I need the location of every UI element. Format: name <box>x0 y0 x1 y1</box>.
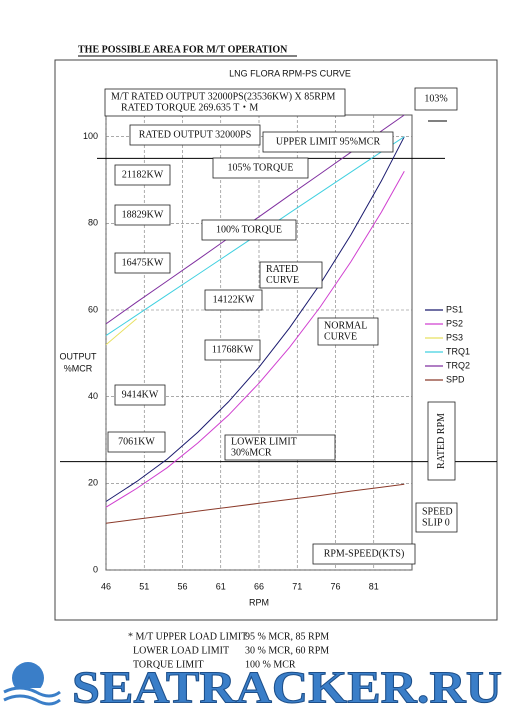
note-label: * M/T UPPER LOAD LIMIT <box>128 631 247 642</box>
annotation-box <box>114 384 166 406</box>
annotation-text: SLIP 0 <box>422 517 450 528</box>
annotation-text: 7061KW <box>118 436 155 447</box>
annotation-text: 30%MCR <box>231 447 272 458</box>
series-line <box>105 318 137 346</box>
y-axis-label: OUTPUT <box>60 351 98 361</box>
annotation-text: CURVE <box>266 275 299 286</box>
annotation-text: 14122KW <box>213 294 255 305</box>
annotation-text: RATED RPM <box>436 413 447 469</box>
annotation-text: 16475KW <box>122 257 164 268</box>
annotation-text: 21182KW <box>122 169 164 180</box>
legend-label: TRQ1 <box>446 346 470 356</box>
annotation-text: 9414KW <box>122 389 159 400</box>
annotation-box <box>114 252 171 274</box>
annotation-box <box>317 317 379 346</box>
note-value: 95 % MCR, 85 RPM <box>245 631 329 642</box>
x-tick-label: 51 <box>139 581 149 591</box>
annotation-text: UPPER LIMIT 95%MCR <box>276 136 381 147</box>
annotation-box <box>204 339 261 361</box>
y-tick-label: 60 <box>88 304 98 314</box>
y-axis-label: %MCR <box>64 363 93 373</box>
x-tick-label: 76 <box>330 581 340 591</box>
annotation-box <box>212 157 309 179</box>
annotation-box <box>204 289 263 311</box>
annotation-box <box>415 502 458 533</box>
y-tick-label: 40 <box>88 391 98 401</box>
x-tick-label: 46 <box>101 581 111 591</box>
legend-label: PS1 <box>446 304 463 314</box>
annotation-text: 11768KW <box>212 344 254 355</box>
annotation-box <box>104 88 346 117</box>
annotation-box <box>114 204 171 226</box>
annotation-text: RATED TORQUE 269.635 T・M <box>121 102 258 113</box>
legend-label: PS2 <box>446 318 463 328</box>
y-tick-label: 20 <box>88 478 98 488</box>
annotation-box <box>427 401 456 481</box>
annotation-box <box>224 434 336 461</box>
annotation-box <box>107 431 166 453</box>
legend-label: PS3 <box>446 332 463 342</box>
annotation-box <box>262 131 394 153</box>
note-label: TORQUE LIMIT <box>133 659 204 670</box>
annotation-box <box>129 124 261 146</box>
annotation-box <box>259 261 323 289</box>
annotation-box <box>201 219 297 241</box>
legend-label: SPD <box>446 374 465 384</box>
y-tick-label: 0 <box>93 564 98 574</box>
x-tick-label: 61 <box>216 581 226 591</box>
annotation-text: RATED OUTPUT 32000PS <box>139 129 252 140</box>
annotation-text: 105% TORQUE <box>227 162 293 173</box>
annotation-text: RATED <box>266 264 298 275</box>
x-tick-label: 71 <box>292 581 302 591</box>
annotation-text: LOWER LIMIT <box>231 436 297 447</box>
watermark-icon <box>0 662 61 718</box>
annotation-text: NORMAL <box>324 320 367 331</box>
annotation-text: CURVE <box>324 331 357 342</box>
note-value: 100 % MCR <box>245 659 296 670</box>
annotation-box <box>312 543 416 565</box>
x-tick-label: 81 <box>369 581 379 591</box>
annotation-text: SPEED <box>422 506 453 517</box>
series-line <box>105 483 405 524</box>
annotation-text: M/T RATED OUTPUT 32000PS(23536KW) X 85RP… <box>111 91 335 102</box>
note-label: LOWER LOAD LIMIT <box>133 645 229 656</box>
watermark: SEATRACKER.RU <box>72 662 502 713</box>
annotation-text: RPM-SPEED(KTS) <box>324 548 405 559</box>
y-tick-label: 80 <box>88 218 98 228</box>
annotation-text: 18829KW <box>122 209 164 220</box>
y-tick-label: 100 <box>83 131 98 141</box>
x-tick-label: 56 <box>177 581 187 591</box>
annotation-text: 100% TORQUE <box>216 224 282 235</box>
series-line <box>105 136 405 502</box>
legend-label: TRQ2 <box>446 360 470 370</box>
annotation-box <box>414 87 458 111</box>
annotation-text: 103% <box>424 93 447 104</box>
x-tick-label: 66 <box>254 581 264 591</box>
x-axis-label: RPM <box>249 597 269 607</box>
note-value: 30 % MCR, 60 RPM <box>245 645 329 656</box>
annotation-box <box>114 164 171 186</box>
series-line <box>105 171 405 508</box>
page-heading: THE POSSIBLE AREA FOR M/T OPERATION <box>78 44 288 55</box>
chart-title: LNG FLORA RPM-PS CURVE <box>229 68 351 78</box>
chart-frame <box>54 59 498 621</box>
